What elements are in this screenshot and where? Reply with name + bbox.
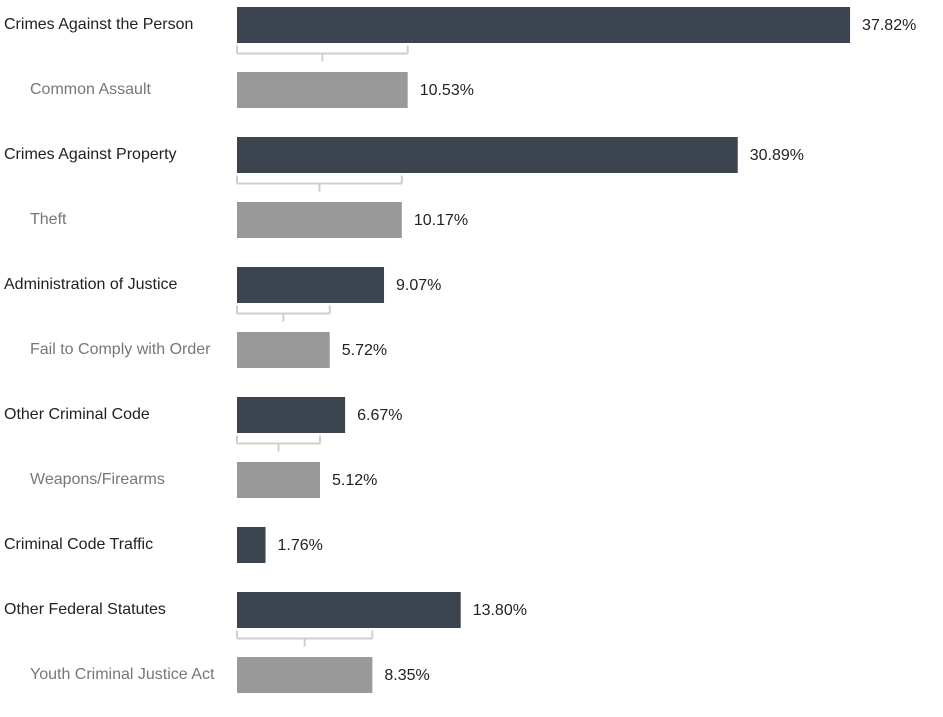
category-label: Other Criminal Code — [4, 406, 150, 423]
category-label: Administration of Justice — [4, 276, 178, 293]
category-label: Weapons/Firearms — [30, 471, 165, 488]
category-label: Criminal Code Traffic — [4, 536, 153, 553]
value-label: 9.07% — [396, 277, 441, 294]
category-label: Youth Criminal Justice Act — [30, 666, 215, 683]
bar — [237, 462, 320, 498]
bar — [237, 267, 385, 303]
value-label: 30.89% — [750, 147, 804, 164]
value-label: 13.80% — [473, 602, 527, 619]
value-label: 37.82% — [862, 17, 916, 34]
value-label: 1.76% — [278, 537, 323, 554]
bar — [237, 7, 851, 43]
value-label: 5.72% — [342, 342, 387, 359]
value-label: 10.17% — [414, 212, 468, 229]
category-label: Crimes Against Property — [4, 146, 177, 163]
bar — [237, 202, 402, 238]
bar — [237, 592, 461, 628]
category-label: Fail to Comply with Order — [30, 341, 211, 358]
bar — [237, 657, 373, 693]
value-label: 5.12% — [332, 472, 377, 489]
bar — [237, 137, 738, 173]
value-label: 8.35% — [384, 667, 429, 684]
value-label: 10.53% — [420, 82, 474, 99]
bar — [237, 332, 330, 368]
category-label: Theft — [30, 211, 67, 228]
bar — [237, 72, 408, 108]
bar — [237, 527, 266, 563]
bar — [237, 397, 346, 433]
category-label: Other Federal Statutes — [4, 601, 166, 618]
category-label: Common Assault — [30, 81, 151, 98]
category-label: Crimes Against the Person — [4, 16, 193, 33]
value-label: 6.67% — [357, 407, 402, 424]
